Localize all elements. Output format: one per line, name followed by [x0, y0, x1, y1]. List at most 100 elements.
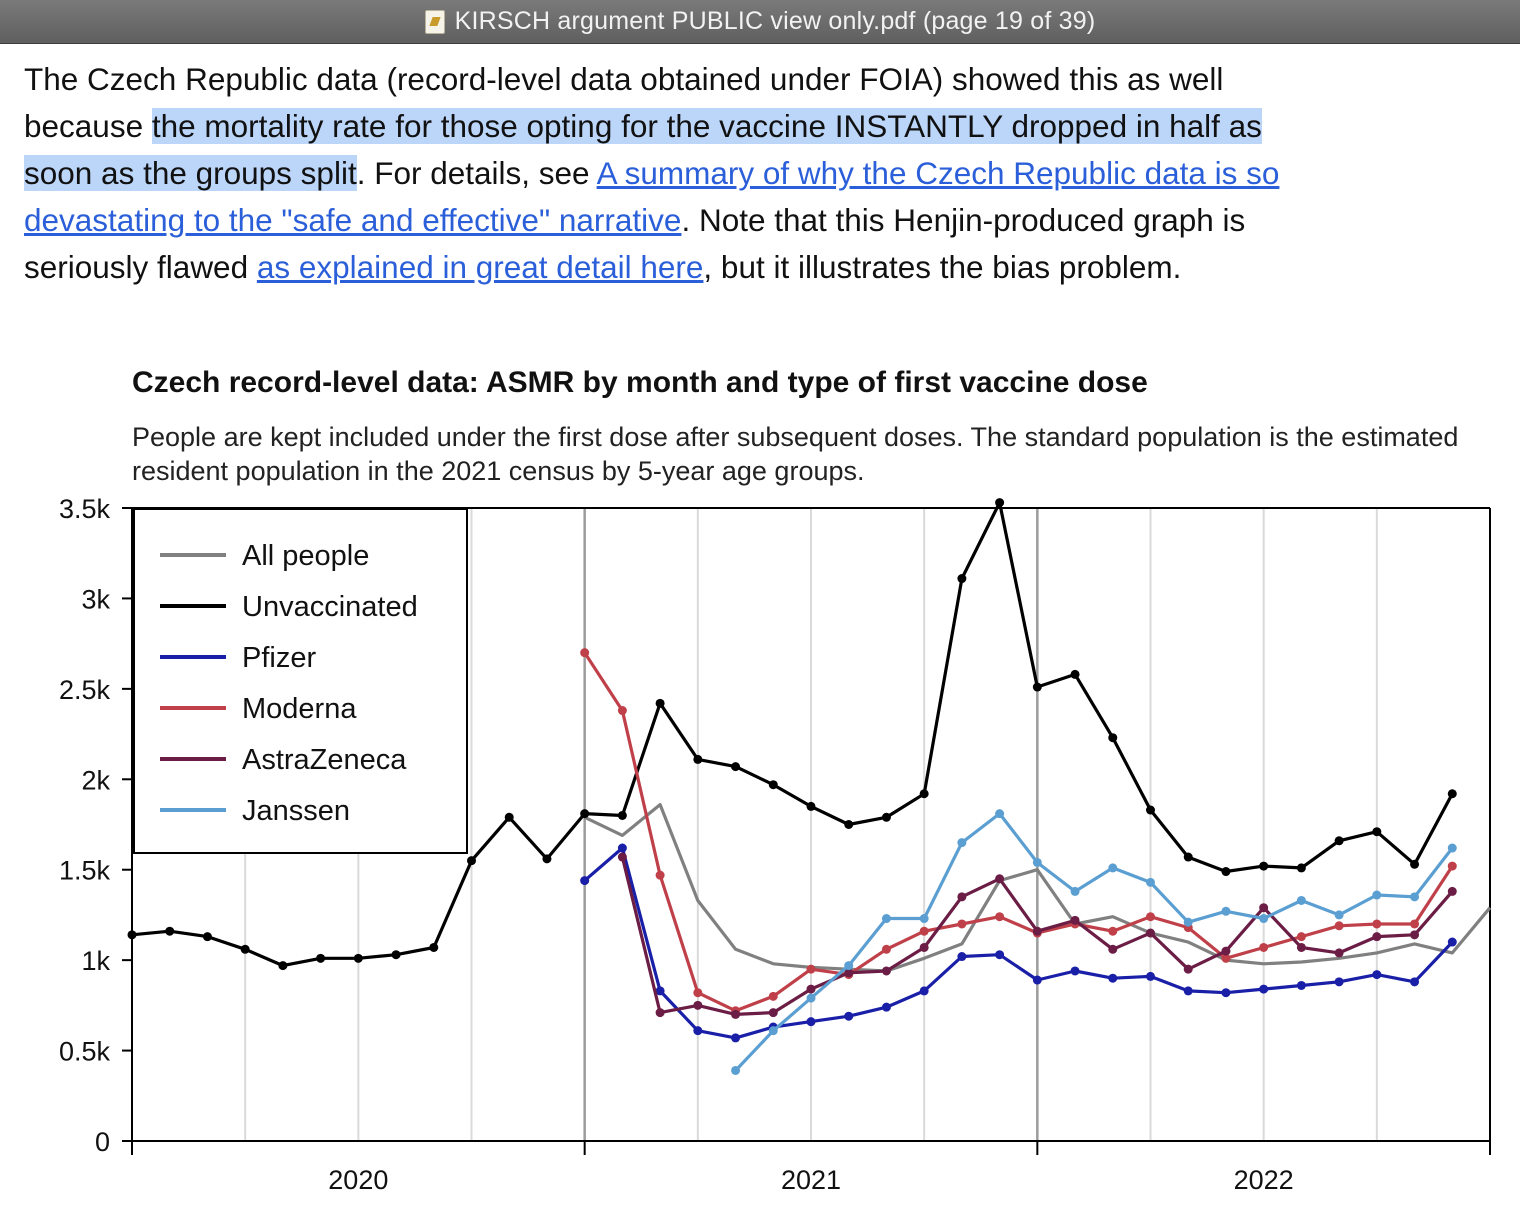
data-point	[731, 1009, 741, 1019]
document-paragraph: The Czech Republic data (record-level da…	[24, 56, 1284, 291]
data-point	[806, 964, 816, 974]
flaw-explanation-link[interactable]: as explained in great detail here	[256, 249, 704, 285]
data-point	[806, 993, 816, 1003]
legend-label: Moderna	[242, 693, 357, 725]
data-point	[1410, 977, 1420, 987]
data-point	[1259, 942, 1269, 952]
data-point	[1032, 975, 1042, 985]
data-point	[504, 812, 514, 822]
czech-summary-link[interactable]: A summary of why the Czech Republic data…	[24, 155, 1280, 238]
data-point	[844, 1011, 854, 1021]
data-point	[957, 919, 967, 929]
data-point	[1410, 919, 1420, 929]
data-point	[1372, 890, 1382, 900]
data-point	[881, 1002, 891, 1012]
legend-label: Unvaccinated	[242, 591, 418, 623]
legend-label: AstraZeneca	[242, 744, 407, 776]
series-line-all-people	[584, 803, 1492, 973]
y-tick-label: 3.5k	[59, 494, 111, 524]
data-point	[919, 789, 929, 799]
data-point	[1108, 863, 1118, 873]
data-point	[1146, 805, 1155, 815]
series-line-moderna	[583, 651, 1454, 1013]
window-title: KIRSCH argument PUBLIC view only.pdf (pa…	[454, 7, 1096, 35]
x-tick-label: 2020	[328, 1165, 388, 1195]
data-point	[542, 854, 552, 864]
data-point	[617, 810, 627, 820]
data-point	[1221, 867, 1231, 877]
data-point	[731, 1065, 741, 1075]
data-point	[1296, 942, 1306, 952]
data-point	[1296, 895, 1306, 905]
data-point	[1334, 948, 1344, 958]
data-point	[1032, 926, 1042, 936]
data-point	[995, 874, 1005, 884]
data-point	[1410, 930, 1420, 940]
data-point	[1221, 988, 1231, 998]
data-point	[995, 498, 1005, 508]
y-tick-label: 1.5k	[59, 856, 111, 886]
data-point	[1296, 863, 1306, 873]
data-point	[1447, 843, 1457, 853]
data-point	[995, 912, 1005, 922]
legend-label: All people	[242, 540, 369, 572]
data-point	[580, 876, 590, 886]
data-point	[881, 966, 891, 976]
data-point	[1334, 910, 1344, 920]
data-point	[1032, 682, 1042, 692]
data-point	[1334, 977, 1344, 987]
data-point	[1372, 919, 1382, 929]
series-line-janssen	[734, 812, 1454, 1072]
data-point	[429, 942, 439, 952]
data-point	[278, 961, 288, 971]
data-point	[1221, 953, 1231, 963]
data-point	[1183, 964, 1193, 974]
data-point	[957, 838, 967, 848]
data-point	[617, 706, 627, 716]
data-point	[655, 698, 665, 708]
data-point	[995, 950, 1005, 960]
paragraph-text: . For details, see	[356, 155, 597, 191]
data-point	[1296, 932, 1306, 942]
data-point	[1070, 669, 1080, 679]
data-point	[693, 988, 703, 998]
data-point	[768, 991, 778, 1001]
data-point	[1108, 944, 1118, 954]
chart-title: Czech record-level data: ASMR by month a…	[132, 366, 1148, 399]
data-point	[693, 1000, 703, 1010]
data-point	[1070, 966, 1080, 976]
legend-box	[133, 508, 468, 854]
data-point	[617, 852, 627, 862]
x-tick-label: 2022	[1234, 1165, 1294, 1195]
data-point	[1259, 914, 1269, 924]
data-point	[806, 984, 816, 994]
data-point	[731, 1033, 741, 1043]
data-point	[655, 986, 665, 996]
series-line-pfizer	[583, 846, 1454, 1040]
data-point	[919, 942, 929, 952]
pdf-document-icon	[424, 9, 445, 34]
paragraph-text: , but it illustrates the bias problem.	[703, 249, 1182, 285]
data-point	[1447, 861, 1457, 871]
data-point	[1183, 986, 1193, 996]
series-line-unvaccinated	[131, 501, 1454, 968]
data-point	[467, 856, 476, 866]
data-point	[1146, 971, 1155, 981]
data-point	[1108, 926, 1118, 936]
data-point	[240, 944, 250, 954]
data-point	[391, 950, 401, 960]
data-point	[881, 944, 891, 954]
paragraph-text: The Czech Republic data (record-level da…	[24, 61, 1224, 144]
data-point	[881, 914, 891, 924]
data-point	[731, 762, 741, 772]
data-point	[202, 932, 212, 942]
data-point	[1447, 886, 1457, 896]
data-point	[580, 648, 590, 658]
y-tick-label: 0	[95, 1127, 110, 1157]
data-point	[165, 926, 175, 936]
window-titlebar: KIRSCH argument PUBLIC view only.pdf (pa…	[0, 0, 1520, 44]
paragraph-text: . Note that this Henjin-produced graph i…	[24, 202, 1246, 285]
chart-subtitle: People are kept included under the first…	[132, 422, 1459, 486]
data-point	[316, 953, 326, 963]
